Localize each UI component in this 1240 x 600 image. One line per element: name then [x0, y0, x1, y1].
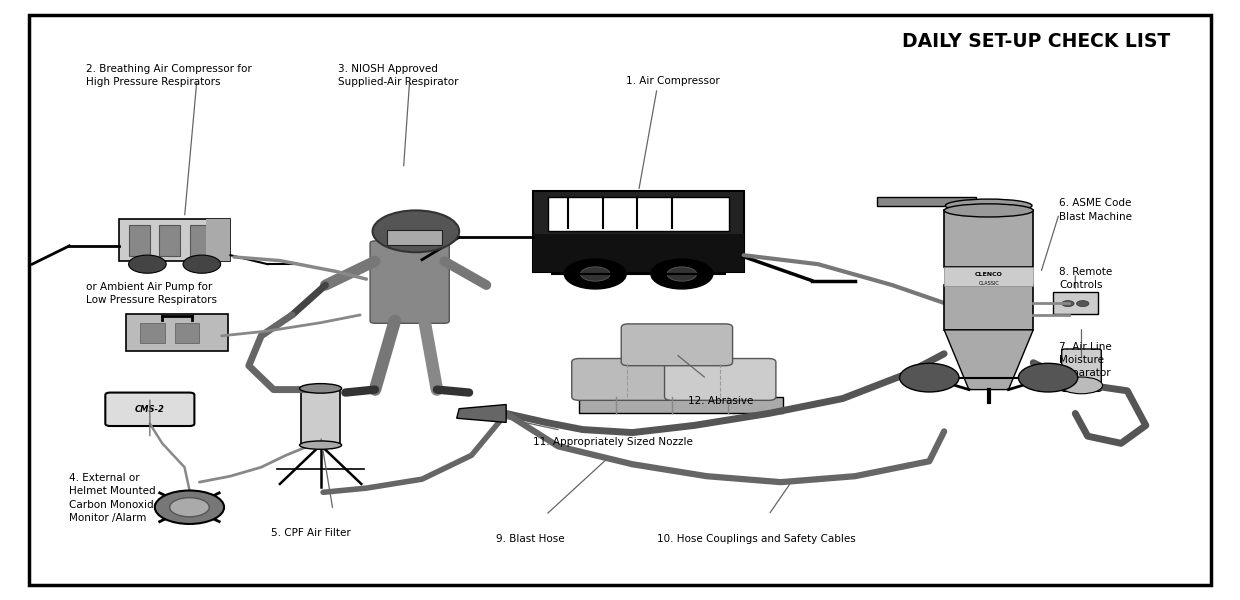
Circle shape — [899, 364, 959, 392]
Text: CLASSIC: CLASSIC — [978, 281, 999, 286]
Circle shape — [667, 267, 697, 281]
Circle shape — [170, 497, 210, 517]
Ellipse shape — [944, 204, 1033, 217]
FancyBboxPatch shape — [1061, 349, 1101, 391]
Text: 4. External or
Helmet Mounted
Carbon Monoxide
Monitor /Alarm: 4. External or Helmet Mounted Carbon Mon… — [69, 473, 160, 523]
Text: CLENCO: CLENCO — [975, 272, 1003, 277]
Text: 8. Remote
Controls: 8. Remote Controls — [1059, 267, 1112, 290]
FancyBboxPatch shape — [206, 218, 231, 261]
Circle shape — [651, 259, 713, 289]
Circle shape — [184, 255, 221, 273]
FancyBboxPatch shape — [665, 359, 776, 400]
FancyBboxPatch shape — [944, 285, 1033, 330]
Circle shape — [129, 255, 166, 273]
FancyBboxPatch shape — [572, 359, 683, 400]
FancyBboxPatch shape — [944, 267, 1033, 286]
Text: CMS-2: CMS-2 — [135, 405, 165, 414]
Polygon shape — [944, 330, 1033, 389]
Text: 5. CPF Air Filter: 5. CPF Air Filter — [272, 528, 351, 538]
FancyBboxPatch shape — [119, 218, 231, 261]
Ellipse shape — [300, 383, 342, 393]
Ellipse shape — [300, 441, 342, 449]
Text: 6. ASME Code
Blast Machine: 6. ASME Code Blast Machine — [1059, 199, 1132, 221]
FancyBboxPatch shape — [1053, 292, 1097, 314]
FancyBboxPatch shape — [159, 224, 180, 256]
Circle shape — [372, 211, 459, 252]
FancyBboxPatch shape — [370, 241, 449, 323]
FancyBboxPatch shape — [190, 224, 211, 256]
FancyBboxPatch shape — [129, 224, 150, 256]
FancyBboxPatch shape — [878, 197, 976, 206]
FancyBboxPatch shape — [126, 314, 228, 351]
FancyBboxPatch shape — [548, 197, 729, 232]
FancyBboxPatch shape — [533, 235, 744, 272]
Ellipse shape — [1060, 377, 1102, 394]
Circle shape — [155, 491, 224, 524]
Polygon shape — [456, 404, 506, 422]
FancyBboxPatch shape — [387, 230, 441, 245]
Text: 12. Abrasive: 12. Abrasive — [688, 395, 754, 406]
FancyBboxPatch shape — [533, 191, 744, 272]
FancyBboxPatch shape — [301, 388, 341, 445]
Text: 2. Breathing Air Compressor for
High Pressure Respirators: 2. Breathing Air Compressor for High Pre… — [86, 64, 252, 87]
Text: or Ambient Air Pump for
Low Pressure Respirators: or Ambient Air Pump for Low Pressure Res… — [86, 282, 217, 305]
Circle shape — [1018, 364, 1078, 392]
Text: 11. Appropriately Sized Nozzle: 11. Appropriately Sized Nozzle — [533, 437, 693, 448]
FancyBboxPatch shape — [579, 397, 784, 413]
FancyBboxPatch shape — [944, 211, 1033, 267]
Text: 3. NIOSH Approved
Supplied-Air Respirator: 3. NIOSH Approved Supplied-Air Respirato… — [339, 64, 459, 87]
FancyBboxPatch shape — [105, 392, 195, 426]
Text: 7. Air Line
Moisture
Separator: 7. Air Line Moisture Separator — [1059, 342, 1112, 378]
Text: 9. Blast Hose: 9. Blast Hose — [496, 534, 565, 544]
Circle shape — [1061, 301, 1074, 307]
Ellipse shape — [945, 199, 1032, 212]
Text: DAILY SET-UP CHECK LIST: DAILY SET-UP CHECK LIST — [903, 32, 1171, 52]
Circle shape — [1076, 301, 1089, 307]
Text: 10. Hose Couplings and Safety Cables: 10. Hose Couplings and Safety Cables — [657, 534, 856, 544]
Circle shape — [580, 267, 610, 281]
FancyBboxPatch shape — [29, 14, 1211, 586]
FancyBboxPatch shape — [175, 323, 200, 343]
Text: 1. Air Compressor: 1. Air Compressor — [626, 76, 720, 86]
Circle shape — [564, 259, 626, 289]
FancyBboxPatch shape — [140, 323, 165, 343]
FancyBboxPatch shape — [621, 324, 733, 365]
